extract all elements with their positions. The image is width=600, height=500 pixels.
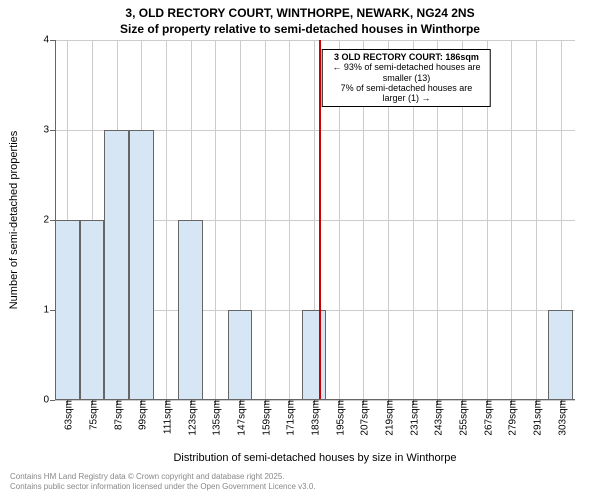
footer-line2: Contains public sector information licen… <box>10 482 600 492</box>
histogram-bar <box>302 310 327 400</box>
x-tick-label: 243sqm <box>430 400 445 436</box>
histogram-bar <box>129 130 154 400</box>
footer-line1: Contains HM Land Registry data © Crown c… <box>10 472 600 482</box>
annotation-line1: ← 93% of semi-detached houses are smalle… <box>329 62 484 83</box>
x-tick-label: 63sqm <box>60 400 75 430</box>
x-tick-label: 111sqm <box>158 400 173 434</box>
gridline-vertical <box>289 40 290 400</box>
x-tick-label: 219sqm <box>380 400 395 436</box>
y-tick-label: 3 <box>43 125 55 136</box>
y-axis-label: Number of semi-detached properties <box>8 131 20 310</box>
y-tick-label: 2 <box>43 215 55 226</box>
x-tick-label: 75sqm <box>84 400 99 430</box>
y-tick-label: 0 <box>43 395 55 406</box>
plot-area: 0123463sqm75sqm87sqm99sqm111sqm123sqm135… <box>55 40 575 400</box>
annotation-title: 3 OLD RECTORY COURT: 186sqm <box>329 52 484 62</box>
histogram-bar <box>80 220 105 400</box>
x-tick-label: 171sqm <box>282 400 297 436</box>
x-tick-label: 99sqm <box>134 400 149 430</box>
gridline-vertical <box>536 40 537 400</box>
y-axis-line <box>55 40 56 400</box>
gridline-vertical <box>166 40 167 400</box>
y-tick-label: 4 <box>43 35 55 46</box>
gridline-vertical <box>265 40 266 400</box>
x-tick-label: 147sqm <box>232 400 247 436</box>
x-tick-label: 231sqm <box>405 400 420 436</box>
gridline-vertical <box>215 40 216 400</box>
x-tick-label: 255sqm <box>454 400 469 436</box>
gridline-horizontal <box>55 40 575 41</box>
footer-attribution: Contains HM Land Registry data © Crown c… <box>0 472 600 492</box>
histogram-bar <box>228 310 253 400</box>
reference-line <box>319 40 321 400</box>
histogram-bar <box>104 130 129 400</box>
x-axis-line <box>55 399 575 400</box>
chart-title-line2: Size of property relative to semi-detach… <box>0 22 600 36</box>
x-tick-label: 135sqm <box>208 400 223 436</box>
chart-root: 3, OLD RECTORY COURT, WINTHORPE, NEWARK,… <box>0 0 600 500</box>
y-tick-label: 1 <box>43 305 55 316</box>
x-tick-label: 87sqm <box>109 400 124 430</box>
annotation-box: 3 OLD RECTORY COURT: 186sqm← 93% of semi… <box>322 49 491 107</box>
chart-title-line1: 3, OLD RECTORY COURT, WINTHORPE, NEWARK,… <box>0 6 600 20</box>
x-tick-label: 267sqm <box>479 400 494 436</box>
x-tick-label: 159sqm <box>257 400 272 436</box>
x-tick-label: 279sqm <box>504 400 519 436</box>
x-tick-label: 303sqm <box>553 400 568 436</box>
x-tick-label: 291sqm <box>528 400 543 436</box>
x-tick-label: 195sqm <box>331 400 346 436</box>
gridline-vertical <box>511 40 512 400</box>
x-tick-label: 183sqm <box>306 400 321 436</box>
annotation-line2: 7% of semi-detached houses are larger (1… <box>329 83 484 104</box>
histogram-bar <box>55 220 80 400</box>
histogram-bar <box>548 310 573 400</box>
x-axis-label: Distribution of semi-detached houses by … <box>173 452 456 464</box>
histogram-bar <box>178 220 203 400</box>
x-tick-label: 207sqm <box>356 400 371 436</box>
x-tick-label: 123sqm <box>183 400 198 436</box>
